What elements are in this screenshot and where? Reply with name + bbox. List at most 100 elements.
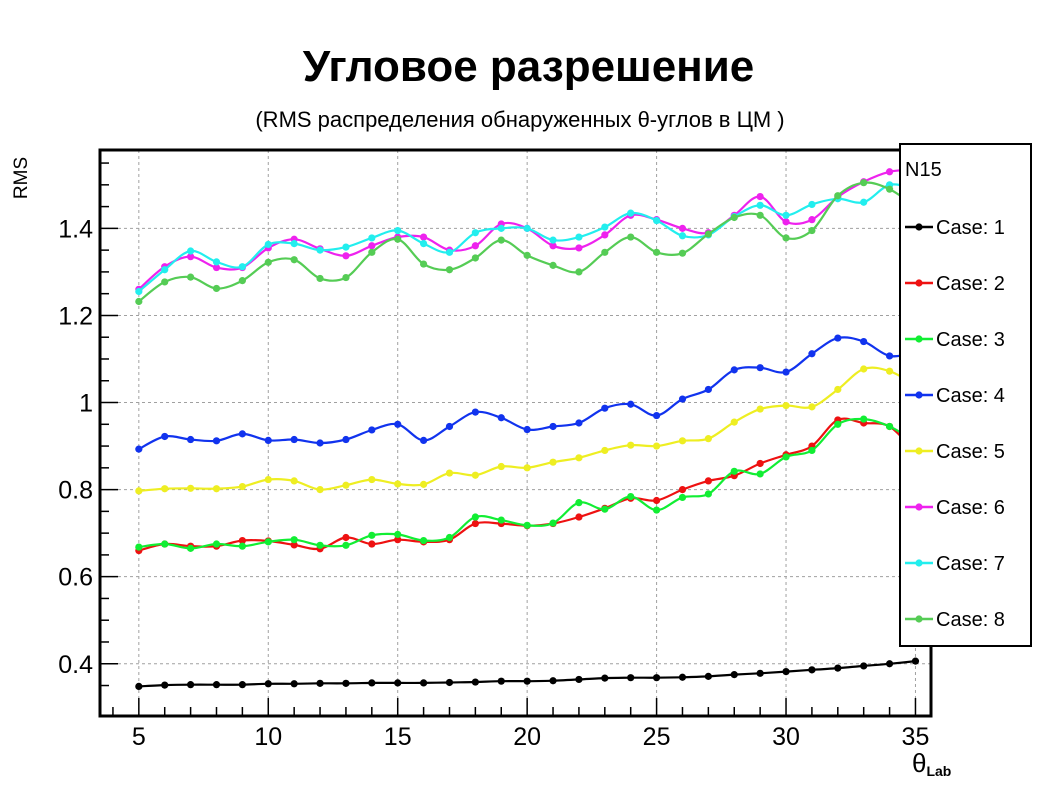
data-point <box>187 247 195 255</box>
data-point <box>394 420 402 428</box>
data-point <box>601 404 609 412</box>
legend-label: Case: 7 <box>936 553 1005 575</box>
data-point <box>135 543 143 551</box>
data-point <box>730 671 738 679</box>
data-point <box>885 352 894 360</box>
data-point <box>497 414 505 422</box>
legend-swatch-marker <box>915 391 923 399</box>
data-point <box>523 464 531 472</box>
data-point <box>471 519 479 528</box>
data-point <box>860 179 868 187</box>
axes: 5 10 15 20 25 30 35 0.4 0.6 0.8 1 1.2 1.4 <box>58 162 930 751</box>
series-case-3 <box>135 415 920 552</box>
data-point <box>782 453 790 461</box>
data-point <box>678 673 687 681</box>
data-point <box>627 492 635 501</box>
data-point <box>808 666 816 674</box>
x-axis-title: θLab <box>912 748 951 779</box>
x-tick-label: 35 <box>902 723 930 751</box>
data-point <box>419 240 428 248</box>
data-point <box>238 542 246 550</box>
data-point <box>782 218 790 226</box>
data-point <box>860 198 868 206</box>
data-point <box>290 240 298 248</box>
data-point <box>290 536 298 544</box>
x-tick-label: 30 <box>772 723 800 751</box>
legend-item-case-5: Case: 5 <box>905 441 1005 463</box>
data-point <box>161 266 169 274</box>
data-point <box>782 401 790 410</box>
data-point <box>627 441 635 449</box>
data-point <box>212 540 221 548</box>
data-point <box>419 233 428 241</box>
data-point <box>342 243 350 251</box>
data-point <box>756 201 764 209</box>
data-point <box>445 469 454 477</box>
data-point <box>135 445 143 453</box>
data-point <box>575 233 583 241</box>
data-point <box>419 536 428 545</box>
data-point <box>238 277 246 285</box>
y-axis-title: RMS <box>11 157 32 199</box>
data-point <box>756 459 764 468</box>
data-point <box>549 458 557 466</box>
data-point <box>834 664 842 672</box>
data-point <box>187 253 195 261</box>
data-point <box>264 258 272 266</box>
data-point <box>238 536 246 545</box>
legend-item-case-6: Case: 6 <box>905 497 1005 519</box>
legend-label: Case: 4 <box>936 385 1005 407</box>
data-point <box>678 224 687 232</box>
data-point <box>394 235 402 243</box>
data-point <box>342 481 350 489</box>
data-point <box>161 681 169 689</box>
data-point <box>834 334 842 342</box>
data-point <box>860 365 868 373</box>
data-point <box>704 435 712 443</box>
data-point <box>549 422 557 431</box>
data-point <box>445 422 454 431</box>
data-point <box>575 419 583 427</box>
data-point <box>549 677 557 685</box>
data-point <box>756 211 764 219</box>
data-point <box>652 506 661 514</box>
data-point <box>264 436 272 445</box>
data-point <box>419 436 428 445</box>
data-point <box>471 242 479 250</box>
data-point <box>187 435 195 444</box>
data-point <box>885 185 894 193</box>
data-point <box>730 418 738 426</box>
x-tick-label: 5 <box>132 723 146 751</box>
data-point <box>575 268 583 276</box>
data-point <box>342 273 350 282</box>
data-point <box>756 669 764 677</box>
data-point <box>187 484 195 492</box>
data-point <box>549 242 557 250</box>
data-point <box>316 246 324 254</box>
data-point <box>497 462 505 471</box>
series-layer <box>135 165 920 690</box>
data-point <box>212 485 221 493</box>
data-point <box>368 475 376 484</box>
legend-label: Case: 8 <box>936 609 1005 631</box>
data-point <box>601 248 609 256</box>
legend-item-case-2: Case: 2 <box>905 273 1005 295</box>
legend-swatch-marker <box>915 223 923 231</box>
legend-swatch-marker <box>915 335 923 343</box>
data-point <box>523 251 531 259</box>
data-point <box>264 240 272 249</box>
data-point <box>264 475 272 484</box>
data-point <box>368 679 376 687</box>
data-point <box>808 226 816 235</box>
data-point <box>549 236 557 244</box>
data-point <box>652 496 661 505</box>
data-point <box>808 446 816 455</box>
data-point <box>678 493 687 502</box>
legend-swatch-marker <box>915 615 923 623</box>
y-tick-label: 1.2 <box>58 302 93 330</box>
data-point <box>652 411 661 420</box>
data-point <box>316 679 324 687</box>
data-point <box>471 408 479 416</box>
legend-item-case-8: Case: 8 <box>905 609 1005 631</box>
data-point <box>238 681 246 689</box>
